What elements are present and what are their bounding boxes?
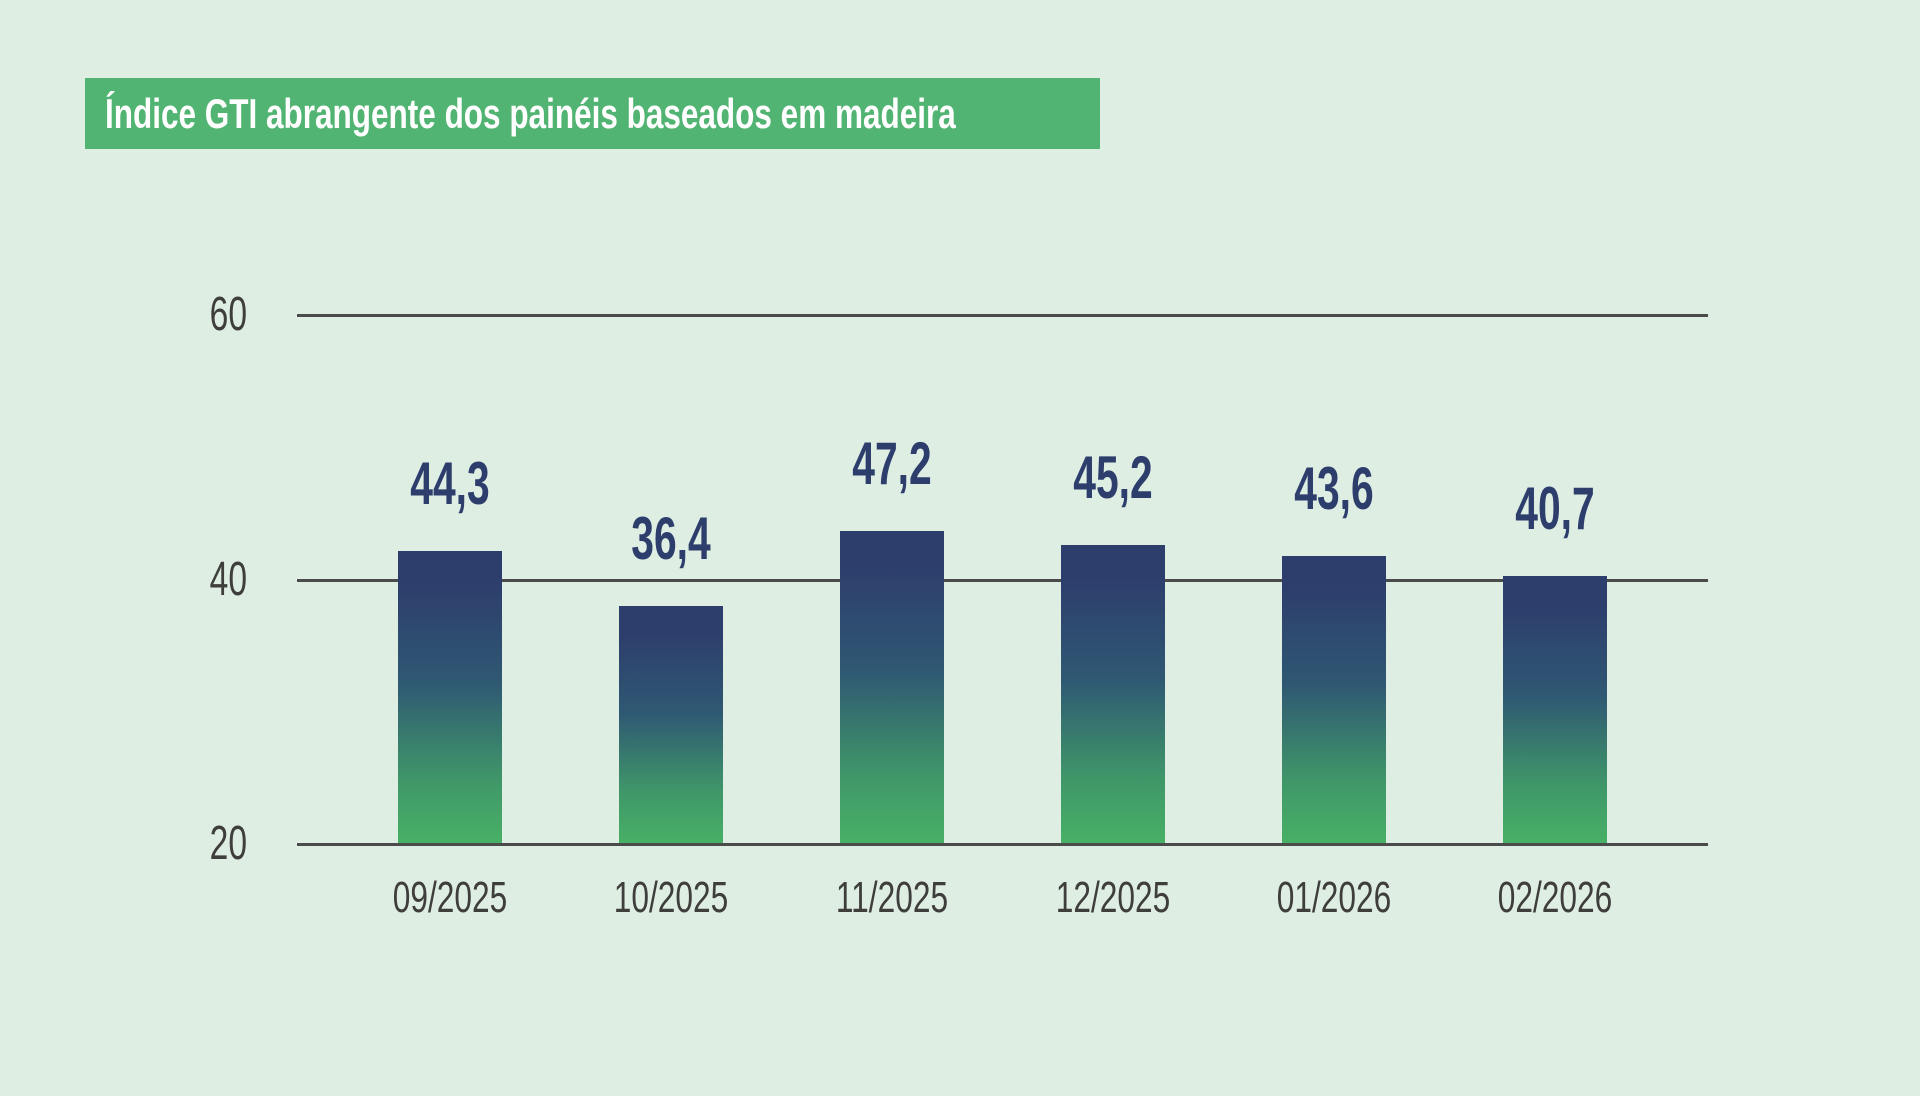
bar-value-label-11/2025: 47,2 xyxy=(852,430,932,497)
chart-title-banner: Índice GTI abrangente dos painéis basead… xyxy=(85,78,1100,149)
bar-value-label-01/2026: 43,6 xyxy=(1294,455,1374,522)
y-axis-tick-label-20: 20 xyxy=(209,817,247,870)
bar-12/2025 xyxy=(1061,545,1165,843)
chart-title: Índice GTI abrangente dos painéis basead… xyxy=(105,89,956,137)
bar-09/2025 xyxy=(398,551,502,843)
x-axis-tick-label-12/2025: 12/2025 xyxy=(1055,873,1171,922)
bar-value-label-12/2025: 45,2 xyxy=(1073,444,1153,511)
x-axis-tick-label-01/2026: 01/2026 xyxy=(1276,873,1392,922)
gridline-20 xyxy=(297,843,1708,846)
x-axis-tick-label-09/2025: 09/2025 xyxy=(392,873,508,922)
x-axis-tick-label-10/2025: 10/2025 xyxy=(613,873,729,922)
bar-value-label-10/2025: 36,4 xyxy=(631,505,711,572)
bar-01/2026 xyxy=(1282,556,1386,843)
y-axis-tick-label-60: 60 xyxy=(209,288,247,341)
x-axis-tick-label-02/2026: 02/2026 xyxy=(1497,873,1613,922)
x-axis-tick-label-11/2025: 11/2025 xyxy=(835,873,949,922)
bar-value-label-09/2025: 44,3 xyxy=(410,450,490,517)
y-axis-tick-label-40: 40 xyxy=(209,553,247,606)
gridline-40 xyxy=(297,579,1708,582)
bar-value-label-02/2026: 40,7 xyxy=(1515,475,1595,542)
bar-11/2025 xyxy=(840,531,944,843)
bar-02/2026 xyxy=(1503,576,1607,843)
gridline-60 xyxy=(297,314,1708,317)
bar-10/2025 xyxy=(619,606,723,843)
